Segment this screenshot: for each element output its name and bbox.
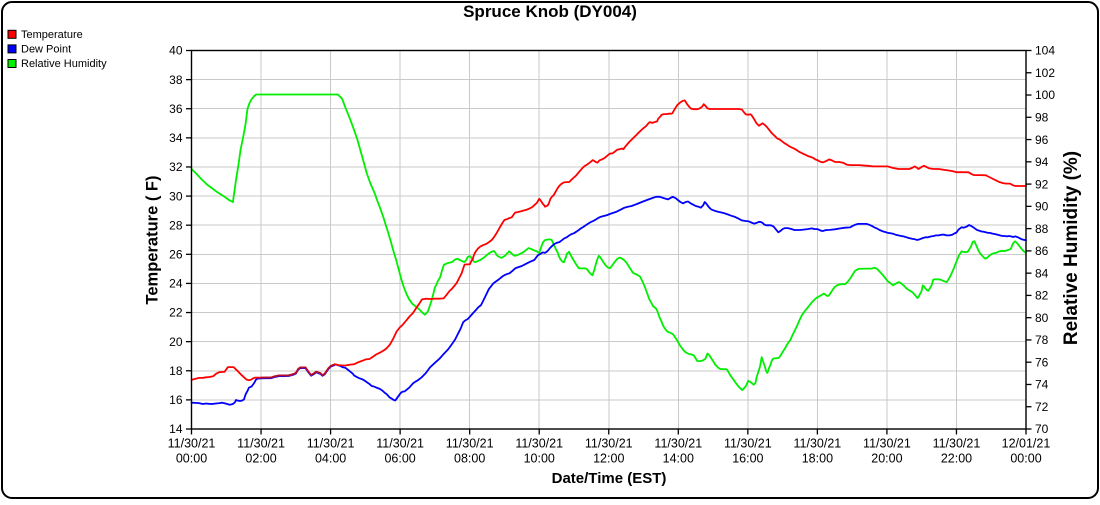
svg-text:00:00: 00:00 bbox=[176, 451, 207, 465]
svg-text:Relative Humidity (%): Relative Humidity (%) bbox=[1061, 151, 1082, 345]
svg-text:Dew Point: Dew Point bbox=[21, 44, 71, 56]
svg-text:08:00: 08:00 bbox=[454, 451, 485, 465]
svg-text:24: 24 bbox=[169, 277, 183, 291]
svg-text:88: 88 bbox=[1035, 222, 1049, 236]
svg-text:30: 30 bbox=[169, 189, 183, 203]
svg-text:26: 26 bbox=[169, 248, 183, 262]
svg-text:78: 78 bbox=[1035, 333, 1049, 347]
svg-text:02:00: 02:00 bbox=[245, 451, 276, 465]
svg-text:06:00: 06:00 bbox=[384, 451, 415, 465]
svg-text:11/30/21: 11/30/21 bbox=[794, 437, 842, 451]
svg-text:14:00: 14:00 bbox=[663, 451, 694, 465]
svg-text:20: 20 bbox=[169, 335, 183, 349]
svg-text:12:00: 12:00 bbox=[593, 451, 624, 465]
svg-text:04:00: 04:00 bbox=[315, 451, 346, 465]
svg-text:82: 82 bbox=[1035, 289, 1049, 303]
svg-text:92: 92 bbox=[1035, 177, 1049, 191]
svg-text:10:00: 10:00 bbox=[524, 451, 555, 465]
svg-text:74: 74 bbox=[1035, 378, 1049, 392]
svg-text:11/30/21: 11/30/21 bbox=[933, 437, 981, 451]
svg-text:86: 86 bbox=[1035, 244, 1049, 258]
svg-text:72: 72 bbox=[1035, 400, 1049, 414]
svg-text:11/30/21: 11/30/21 bbox=[585, 437, 633, 451]
svg-text:36: 36 bbox=[169, 102, 183, 116]
svg-text:Spruce Knob (DY004): Spruce Knob (DY004) bbox=[463, 2, 637, 21]
svg-text:Date/Time (EST): Date/Time (EST) bbox=[552, 470, 667, 487]
svg-text:11/30/21: 11/30/21 bbox=[863, 437, 911, 451]
svg-text:11/30/21: 11/30/21 bbox=[376, 437, 424, 451]
svg-text:90: 90 bbox=[1035, 200, 1049, 214]
svg-text:40: 40 bbox=[169, 44, 183, 58]
svg-text:11/30/21: 11/30/21 bbox=[237, 437, 285, 451]
svg-text:98: 98 bbox=[1035, 111, 1049, 125]
svg-text:100: 100 bbox=[1035, 88, 1055, 102]
svg-text:38: 38 bbox=[169, 73, 183, 87]
svg-text:00:00: 00:00 bbox=[1010, 451, 1041, 465]
svg-text:20:00: 20:00 bbox=[871, 451, 902, 465]
svg-text:Relative Humidity: Relative Humidity bbox=[21, 58, 107, 70]
svg-text:18: 18 bbox=[169, 364, 183, 378]
svg-text:Temperature: Temperature bbox=[21, 29, 83, 41]
svg-text:34: 34 bbox=[169, 131, 183, 145]
svg-text:22: 22 bbox=[169, 306, 183, 320]
svg-text:14: 14 bbox=[169, 422, 183, 436]
svg-text:11/30/21: 11/30/21 bbox=[724, 437, 772, 451]
svg-text:80: 80 bbox=[1035, 311, 1049, 325]
svg-text:11/30/21: 11/30/21 bbox=[307, 437, 355, 451]
svg-text:22:00: 22:00 bbox=[941, 451, 972, 465]
svg-text:94: 94 bbox=[1035, 155, 1049, 169]
svg-text:104: 104 bbox=[1035, 44, 1055, 58]
svg-text:32: 32 bbox=[169, 160, 183, 174]
svg-text:11/30/21: 11/30/21 bbox=[168, 437, 216, 451]
svg-text:28: 28 bbox=[169, 218, 183, 232]
svg-text:102: 102 bbox=[1035, 66, 1055, 80]
svg-text:Temperature ( F): Temperature ( F) bbox=[144, 176, 162, 305]
svg-text:76: 76 bbox=[1035, 355, 1049, 369]
svg-text:12/01/21: 12/01/21 bbox=[1002, 437, 1051, 451]
svg-text:70: 70 bbox=[1035, 422, 1049, 436]
svg-text:16:00: 16:00 bbox=[732, 451, 763, 465]
svg-text:11/30/21: 11/30/21 bbox=[515, 437, 563, 451]
svg-text:18:00: 18:00 bbox=[802, 451, 833, 465]
svg-text:16: 16 bbox=[169, 393, 183, 407]
svg-text:11/30/21: 11/30/21 bbox=[446, 437, 494, 451]
svg-text:11/30/21: 11/30/21 bbox=[654, 437, 702, 451]
svg-text:96: 96 bbox=[1035, 133, 1049, 147]
svg-text:84: 84 bbox=[1035, 266, 1049, 280]
